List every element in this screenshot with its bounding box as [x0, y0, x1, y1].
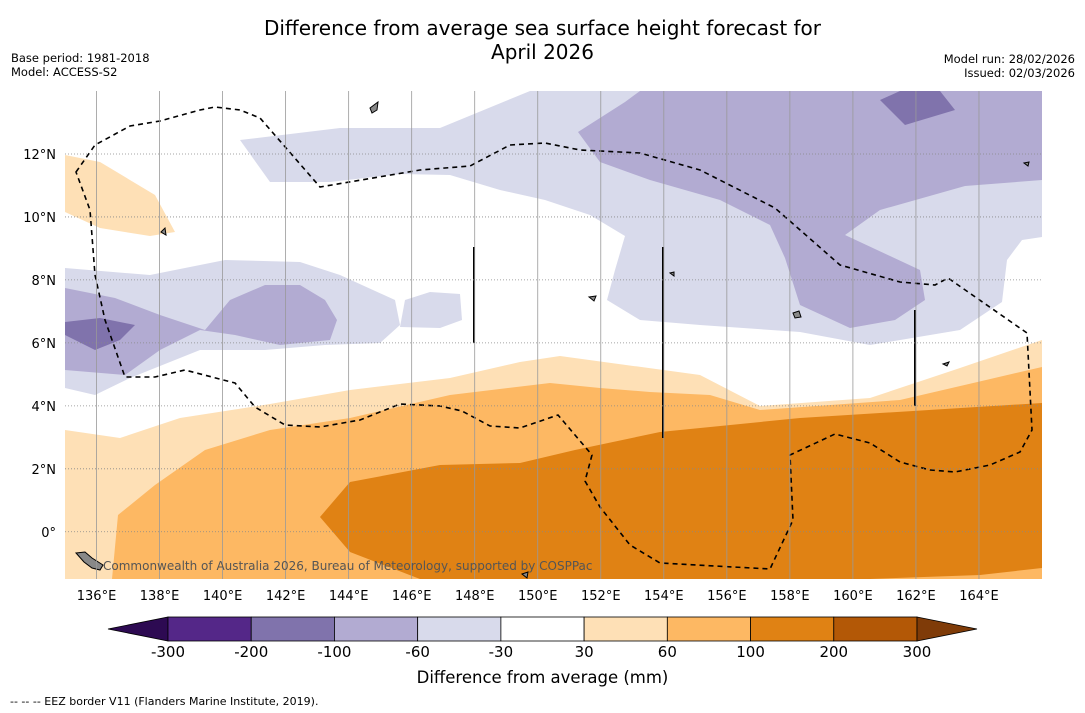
colorbar: [107, 616, 978, 642]
x-tick-label: 142°E: [266, 589, 306, 604]
colorbar-extend-low: [107, 616, 169, 642]
colorbar-segment: [417, 616, 502, 642]
colorbar-segment: [250, 616, 335, 642]
colorbar-segment: [666, 616, 751, 642]
x-tick-label: 164°E: [959, 589, 999, 604]
issued-date: Issued: 02/03/2026: [964, 66, 1075, 80]
y-tick-label: 2°N: [32, 463, 57, 478]
page-title-line2: April 2026: [491, 40, 594, 64]
anomaly-band-neg60-east: [578, 91, 1042, 328]
y-axis-ticks: 0° 2°N 4°N 6°N 8°N 10°N 12°N: [23, 148, 56, 541]
base-period: Base period: 1981-2018: [11, 51, 150, 65]
x-tick-label: 144°E: [329, 589, 369, 604]
page-title-line1: Difference from average sea surface heig…: [263, 16, 822, 40]
x-tick-label: 152°E: [581, 589, 621, 604]
colorbar-segment: [833, 616, 918, 642]
colorbar-segment: [334, 616, 419, 642]
x-tick-label: 162°E: [896, 589, 936, 604]
y-tick-label: 0°: [41, 526, 56, 541]
y-tick-label: 8°N: [32, 274, 57, 289]
colorbar-tick-label: -200: [234, 643, 269, 661]
colorbar-extend-high: [916, 616, 978, 642]
colorbar-tick-label: 200: [819, 643, 849, 661]
colorbar-tick-label: 300: [902, 643, 932, 661]
x-tick-label: 160°E: [833, 589, 873, 604]
x-tick-label: 154°E: [644, 589, 684, 604]
colorbar-segment: [500, 616, 585, 642]
eez-border-north: [75, 106, 1033, 570]
eez-borders: [75, 106, 1033, 570]
x-axis-ticks: 136°E 138°E 140°E 142°E 144°E 146°E 148°E 150°E…: [77, 589, 999, 604]
colorbar-tick-label: -300: [150, 643, 186, 661]
x-tick-label: 156°E: [707, 589, 747, 604]
island-dot-5: [1022, 161, 1030, 167]
anomaly-patch-neg100-north: [880, 91, 955, 125]
anomaly-patch-pos30-nw: [65, 155, 175, 236]
island-dot-2: [668, 271, 675, 277]
colorbar-tick-label: -100: [317, 643, 352, 661]
eez-footnote: -- -- -- EEZ border V11 (Flanders Marine…: [10, 695, 319, 708]
x-tick-label: 140°E: [203, 589, 243, 604]
colorbar-label: Difference from average (mm): [416, 668, 669, 687]
island-dot-4: [520, 571, 529, 579]
anomaly-band-neg60-west: [65, 285, 337, 375]
y-tick-label: 6°N: [32, 337, 57, 352]
y-tick-label: 10°N: [23, 211, 56, 226]
attribution-text: Commonwealth of Australia 2026, Bureau o…: [103, 559, 593, 573]
x-tick-label: 150°E: [518, 589, 558, 604]
island-nw: [160, 226, 167, 236]
island-central: [792, 310, 802, 319]
colorbar-tick-label: 60: [657, 643, 677, 661]
island-north-small: [369, 100, 379, 114]
y-tick-label: 4°N: [32, 400, 57, 415]
colorbar-tick-label: -30: [488, 643, 514, 661]
x-tick-label: 138°E: [140, 589, 180, 604]
island-dot-1: [587, 295, 597, 302]
anomaly-patch-neg30-small: [400, 292, 462, 328]
anomaly-band-pos100: [320, 403, 1042, 579]
y-tick-label: 12°N: [23, 148, 56, 163]
colorbar-tick-label: 30: [574, 643, 594, 661]
colorbar-tick-label: 100: [736, 643, 765, 661]
x-tick-label: 158°E: [770, 589, 810, 604]
x-tick-label: 136°E: [77, 589, 117, 604]
colorbar-segment: [750, 616, 835, 642]
model-name: Model: ACCESS-S2: [11, 65, 118, 79]
x-tick-label: 148°E: [455, 589, 495, 604]
x-tick-label: 146°E: [392, 589, 432, 604]
model-run: Model run: 28/02/2026: [943, 52, 1075, 66]
anomaly-patch-neg100-west: [65, 318, 135, 350]
colorbar-segment: [167, 616, 252, 642]
colorbar-segment: [583, 616, 668, 642]
island-dot-3: [941, 361, 950, 367]
gridlines: [65, 91, 1042, 579]
colorbar-tick-label: -60: [405, 643, 430, 661]
